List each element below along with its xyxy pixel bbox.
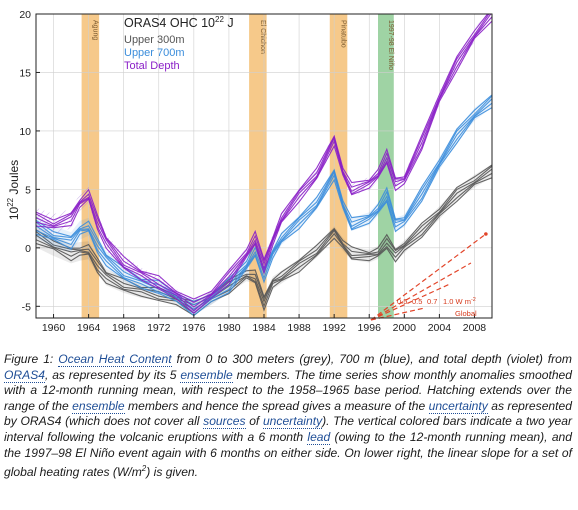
x-tick-label: 1960 — [42, 322, 66, 334]
caption-link[interactable]: uncertainty — [262, 414, 323, 430]
x-axis: 1960 1964 1968 1972 1976 1980 1984 1988 1992 1996… — [42, 314, 486, 334]
caption-link[interactable]: lead — [307, 429, 331, 445]
heating-rate-label-1: 0.5 — [397, 297, 407, 306]
chart-title: ORAS4 OHC 1022 J — [124, 15, 234, 30]
heating-rate-line — [370, 262, 472, 321]
caption-text: , as represented by its 5 — [45, 367, 181, 382]
caption-text: members and hence the spread gives a mea… — [124, 398, 429, 413]
series-line-upper-700m — [36, 98, 492, 310]
series-line-upper-300m — [36, 164, 492, 302]
heating-rate-label-4: 1.0 W m-2 — [443, 297, 476, 306]
series-line-total-depth — [36, 14, 489, 300]
heating-rate-labels: 0.5 0.5 0.7 1.0 W m-2 Global — [397, 297, 477, 318]
series-line-upper-300m — [36, 177, 492, 317]
series-line-upper-700m — [36, 102, 492, 314]
y-tick-label: 5 — [25, 184, 31, 196]
x-tick-label: 1980 — [217, 322, 241, 334]
x-tick-label: 1972 — [147, 322, 171, 334]
x-tick-label: 1984 — [252, 322, 276, 334]
legend-total-depth: Total Depth — [124, 60, 180, 72]
series-line-upper-300m — [36, 172, 492, 314]
ohc-chart: Agung El Chichon Pinatubo 1997-98 El Niño 1… — [6, 9, 493, 334]
heating-rate-line — [370, 283, 451, 321]
caption-link[interactable]: ensemble — [180, 367, 233, 383]
x-tick-label: 1988 — [287, 322, 311, 334]
caption-text: of — [245, 414, 263, 429]
x-tick-label: 1964 — [77, 322, 101, 334]
y-axis-label: 1022 Joules — [6, 160, 21, 220]
series-line-upper-700m — [36, 107, 492, 317]
legend: ORAS4 OHC 1022 J Upper 300m Upper 700m T… — [124, 15, 234, 72]
event-bar-label-el-chichon: El Chichon — [259, 20, 266, 54]
caption-text: (owing to the 12-month running mean), an… — [4, 429, 572, 480]
series-line-total-depth — [36, 16, 492, 312]
event-bar-label-agung: Agung — [91, 20, 98, 40]
x-tick-label: 2008 — [463, 322, 487, 334]
series-line-upper-300m — [36, 165, 492, 306]
caption-text: as represented by ORAS4 (which does not … — [4, 398, 572, 429]
event-bar-label-1997-98-el-ni-o: 1997-98 El Niño — [387, 20, 394, 70]
x-tick-label: 1996 — [358, 322, 382, 334]
series-line-upper-700m — [36, 95, 492, 306]
caption-text: from 0 to 300 meters (grey), 700 m (blue… — [171, 352, 572, 366]
heating-rate-region: Global — [455, 309, 477, 318]
y-tick-label: 0 — [25, 243, 31, 255]
legend-upper-300m: Upper 300m — [124, 34, 185, 46]
x-tick-label: 1976 — [182, 322, 206, 334]
caption-text: members. The time series show monthly an… — [4, 367, 572, 413]
x-tick-label: 1968 — [112, 322, 136, 334]
caption-link[interactable]: Ocean Heat Content — [58, 352, 172, 367]
caption-superscript: 2 — [141, 464, 147, 474]
x-tick-label: 1992 — [322, 322, 346, 334]
x-tick-label: 2004 — [428, 322, 452, 334]
series-line-upper-300m — [36, 168, 492, 310]
y-tick-label: 15 — [19, 67, 31, 79]
y-tick-label: 10 — [19, 126, 31, 138]
caption-text: ) is given. — [146, 465, 199, 480]
caption-link[interactable]: ORAS4 — [4, 367, 45, 383]
y-tick-label: -5 — [22, 301, 31, 313]
y-tick-label: 20 — [19, 9, 31, 21]
caption-text: Figure 1: — [4, 352, 59, 366]
series-line-total-depth — [36, 14, 492, 308]
event-bar-pinatubo — [329, 14, 348, 318]
x-tick-label: 2000 — [393, 322, 417, 334]
caption-text: ). The vertical colored bars indicate a … — [4, 414, 572, 444]
event-bar-agung — [81, 14, 100, 318]
y-axis: -5 0 5 10 15 20 — [19, 9, 40, 313]
series-line-total-depth — [36, 20, 492, 314]
caption-link[interactable]: uncertainty — [428, 398, 488, 414]
heating-rate-label-3: 0.7 — [427, 297, 437, 306]
heating-rate-label-2: 0.5 — [412, 297, 422, 306]
heating-rate-marker — [484, 232, 488, 236]
caption-link[interactable]: ensemble — [72, 398, 125, 414]
figure-caption: Figure 1: Ocean Heat Content from 0 to 3… — [4, 352, 572, 481]
legend-upper-700m: Upper 700m — [124, 47, 185, 59]
caption-link[interactable]: sources — [203, 414, 246, 430]
event-bar-label-pinatubo: Pinatubo — [340, 20, 347, 48]
series — [36, 14, 492, 317]
